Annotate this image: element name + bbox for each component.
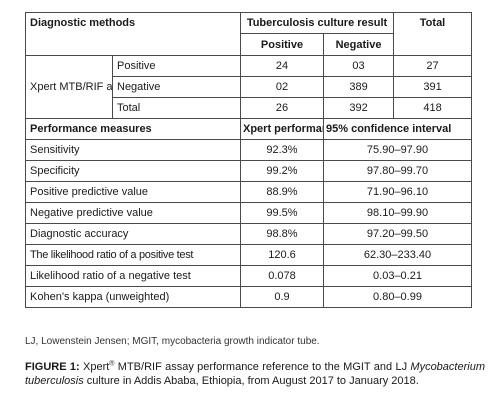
table-row: Negative predictive value 99.5% 98.10–99… — [25, 202, 473, 224]
caption-text-1: Xpert — [83, 361, 110, 373]
performance-header-row: Performance measures Xpert performance 9… — [25, 118, 473, 140]
table-row: The likelihood ratio of a positive test … — [25, 244, 473, 266]
diagnostic-methods-header: Diagnostic methods — [25, 12, 241, 56]
positive-header: Positive — [240, 33, 324, 56]
measure-ci: 0.80–0.99 — [322, 286, 473, 308]
figure-label: FIGURE 1: — [25, 361, 80, 373]
culture-result-header: Tuberculosis culture result — [239, 12, 395, 34]
measure-label: Kohen’s kappa (unweighted) — [25, 286, 241, 308]
measure-ci: 97.20–99.50 — [322, 223, 473, 245]
xpert-row-label: Total — [112, 97, 241, 119]
caption-text-2: MTB/RIF assay performance reference to t… — [117, 361, 408, 373]
table-row: Positive predictive value 88.9% 71.90–96… — [25, 181, 473, 203]
measure-value: 99.5% — [240, 202, 324, 224]
table-row: Xpert MTB/RIF assay Positive 24 03 27 — [25, 55, 473, 119]
table-row: Sensitivity 92.3% 75.90–97.90 — [25, 139, 473, 161]
measure-ci: 62.30–233.40 — [322, 244, 473, 266]
caption-species: Mycobacterium tuberculosis — [25, 361, 485, 387]
xpert-row-label: Positive — [112, 55, 241, 77]
measure-value: 120.6 — [240, 244, 324, 266]
measure-label: Negative predictive value — [25, 202, 241, 224]
figure-caption: FIGURE 1: Xpert® MTB/RIF assay performan… — [25, 360, 485, 388]
abbreviations-note: LJ, Lowenstein Jensen; MGIT, mycobacteri… — [25, 336, 320, 347]
measure-label: Likelihood ratio of a negative test — [25, 265, 241, 287]
negative-header: Negative — [322, 33, 395, 56]
table-row: Kohen’s kappa (unweighted) 0.9 0.80–0.99 — [25, 286, 473, 308]
registered-mark: ® — [109, 360, 115, 368]
xpert-row-label: Negative — [112, 76, 241, 98]
measure-label: Positive predictive value — [25, 181, 241, 203]
xpert-positive-cell: 02 — [240, 76, 324, 98]
measure-ci: 75.90–97.90 — [322, 139, 473, 161]
xpert-total-cell: 27 — [393, 55, 473, 77]
caption-text-3: culture in Addis Ababa, Ethiopia, from A… — [86, 375, 419, 387]
measure-value: 99.2% — [240, 160, 324, 182]
xpert-negative-cell: 389 — [322, 76, 395, 98]
table-header-row: Diagnostic methods Tuberculosis culture … — [25, 12, 473, 56]
xpert-negative-cell: 392 — [322, 97, 395, 119]
measure-ci: 97.80–99.70 — [322, 160, 473, 182]
measure-ci: 0.03–0.21 — [322, 265, 473, 287]
performance-measures-header: Performance measures — [25, 118, 241, 140]
measure-value: 92.3% — [240, 139, 324, 161]
measure-ci: 71.90–96.10 — [322, 181, 473, 203]
table-row: Likelihood ratio of a negative test 0.07… — [25, 265, 473, 287]
xpert-positive-cell: 24 — [240, 55, 324, 77]
measure-label: The likelihood ratio of a positive test — [25, 244, 241, 266]
xpert-performance-header: Xpert performance — [240, 118, 324, 140]
xpert-positive-cell: 26 — [240, 97, 324, 119]
confidence-interval-header: 95% confidence interval — [322, 118, 473, 140]
measure-value: 0.9 — [240, 286, 324, 308]
total-header: Total — [393, 12, 473, 56]
measure-label: Specificity — [25, 160, 241, 182]
measure-value: 88.9% — [240, 181, 324, 203]
diagnostic-table: Diagnostic methods Tuberculosis culture … — [25, 12, 473, 308]
measure-label: Sensitivity — [25, 139, 241, 161]
xpert-total-cell: 418 — [393, 97, 473, 119]
table-row: Diagnostic accuracy 98.8% 97.20–99.50 — [25, 223, 473, 245]
table-row: Specificity 99.2% 97.80–99.70 — [25, 160, 473, 182]
measure-value: 98.8% — [240, 223, 324, 245]
measure-label: Diagnostic accuracy — [25, 223, 241, 245]
xpert-total-cell: 391 — [393, 76, 473, 98]
measure-ci: 98.10–99.90 — [322, 202, 473, 224]
measure-value: 0.078 — [240, 265, 324, 287]
xpert-negative-cell: 03 — [322, 55, 395, 77]
xpert-assay-label: Xpert MTB/RIF assay — [25, 55, 113, 119]
